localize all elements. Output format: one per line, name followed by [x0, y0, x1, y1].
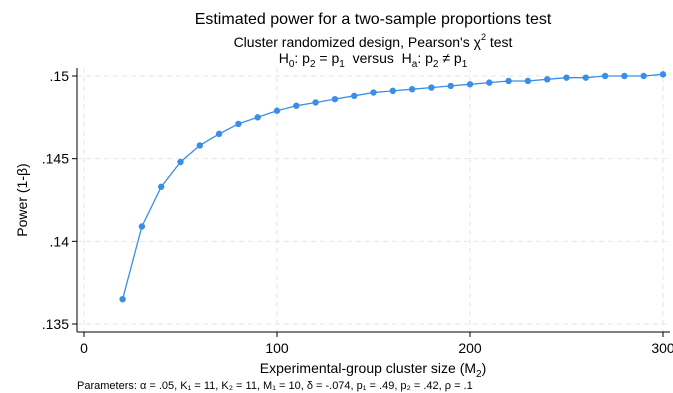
data-point [447, 82, 454, 90]
data-point [293, 102, 300, 109]
data-point [601, 72, 609, 80]
y-tick-label: .145 [42, 151, 69, 167]
y-tick-label: .15 [50, 68, 70, 84]
data-point [196, 142, 203, 149]
data-point [138, 223, 146, 230]
data-point [428, 84, 435, 91]
data-point [235, 120, 242, 128]
data-point [177, 158, 184, 166]
data-point [370, 89, 377, 96]
data-point [582, 74, 589, 81]
data-point [351, 92, 358, 100]
data-point [273, 107, 281, 114]
y-axis-title: Power (1-β) [14, 163, 30, 236]
data-point [621, 72, 628, 80]
data-point [254, 114, 261, 121]
series-power [119, 71, 667, 303]
chart-subtitle-2: H0: p2 = p1 versus Ha: p2 ≠ p1 [279, 50, 468, 70]
data-point [640, 72, 647, 80]
data-point [389, 87, 396, 95]
y-tick-label: .14 [50, 233, 70, 249]
data-point [505, 77, 512, 85]
x-tick-label: 300 [651, 340, 673, 356]
data-point [466, 81, 474, 88]
axes [72, 68, 670, 337]
data-point [659, 71, 667, 78]
chart-title: Estimated power for a two-sample proport… [195, 11, 552, 28]
data-point [524, 77, 532, 85]
data-point [544, 76, 551, 83]
data-point [312, 99, 319, 106]
data-point [486, 79, 493, 86]
grid [77, 68, 670, 332]
data-point [408, 86, 416, 93]
chart-subtitle-1: Cluster randomized design, Pearson's χ2 … [234, 32, 513, 50]
data-point [331, 95, 339, 103]
x-tick-label: 100 [265, 340, 289, 356]
data-point [215, 130, 223, 138]
labels: .135 .14 .145 .15 0 100 200 300 Estimated power … [14, 11, 673, 392]
x-axis-title: Experimental-group cluster size (M2) [260, 360, 487, 380]
x-tick-label: 200 [458, 340, 482, 356]
y-tick-label: .135 [42, 316, 69, 332]
parameters-note: Parameters: α = .05, K₁ = 11, K₂ = 11, M… [77, 380, 473, 392]
x-tick-label: 0 [80, 340, 88, 356]
data-point [158, 183, 165, 190]
data-point [119, 296, 126, 303]
series-line [121, 73, 664, 300]
data-point [563, 74, 570, 81]
